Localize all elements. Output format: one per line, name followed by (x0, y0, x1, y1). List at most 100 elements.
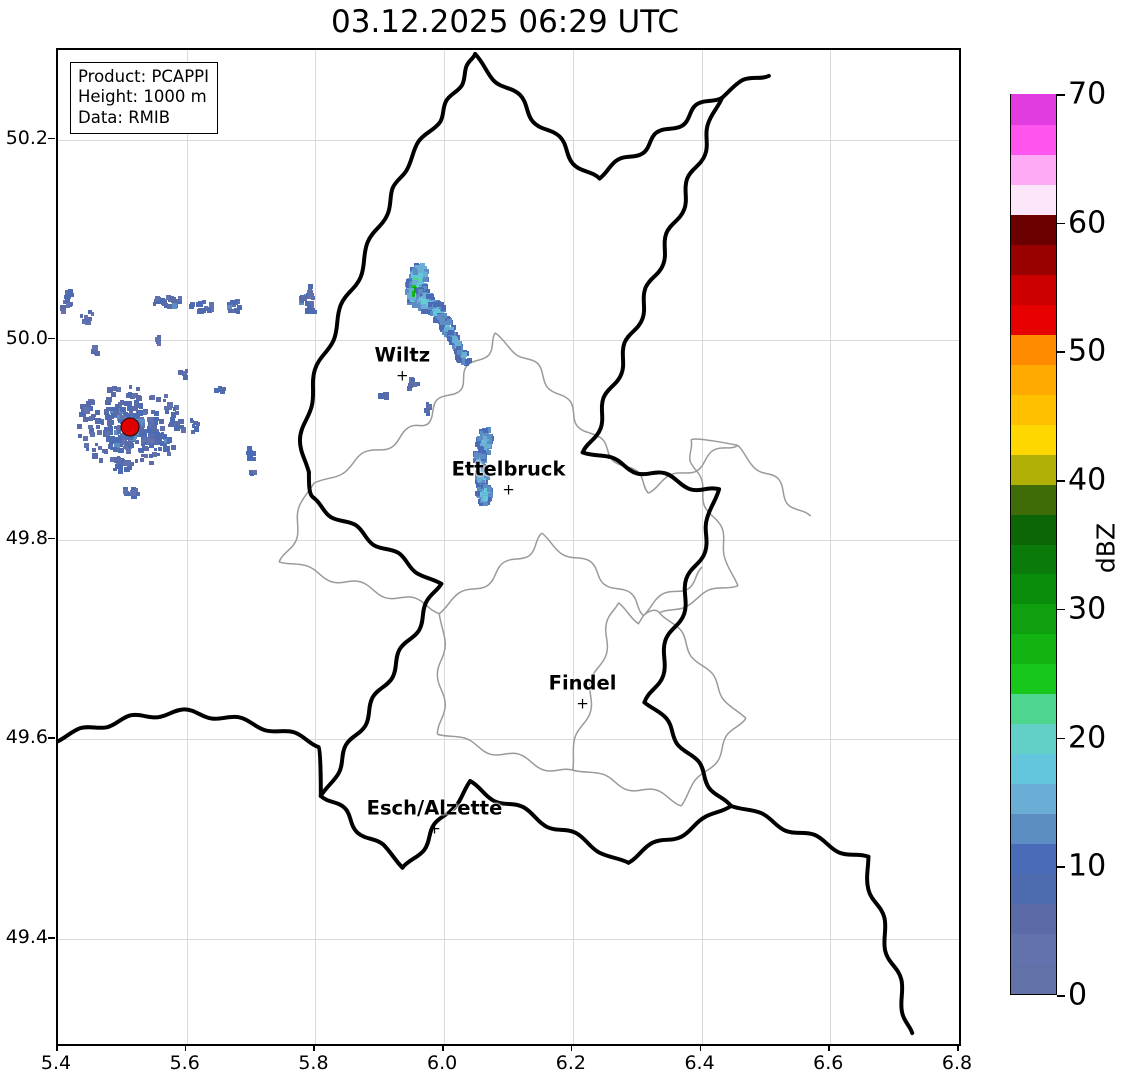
echo-cell (487, 439, 493, 445)
echo-cell (125, 447, 131, 453)
echo-cell (156, 396, 162, 402)
echo-cell (480, 463, 486, 469)
echo-cell (476, 477, 483, 483)
echo-cell (135, 386, 140, 392)
echo-cell (149, 442, 154, 447)
echo-cell (481, 445, 487, 451)
info-data: Data: RMIB (78, 107, 171, 127)
echo-cell (475, 441, 481, 447)
echo-cell (121, 439, 128, 446)
echo-cell (154, 431, 159, 436)
echo-cell (174, 420, 181, 426)
echo-cell (146, 427, 152, 433)
echo-cell (137, 447, 143, 453)
echo-cell (118, 470, 123, 475)
echo-cell (141, 419, 146, 424)
colorbar-band (1011, 543, 1056, 575)
echo-cell (84, 442, 90, 448)
gridline-horizontal (58, 339, 959, 341)
echo-cell (456, 356, 462, 362)
echo-cell (155, 417, 159, 421)
city-label-wiltz: Wiltz (374, 343, 431, 367)
echo-cell (151, 438, 157, 443)
colorbar (1010, 93, 1057, 995)
colorbar-tick-mark (1057, 866, 1065, 868)
echo-cell (118, 464, 124, 469)
echo-cell (452, 337, 458, 343)
echo-cell (474, 453, 480, 459)
echo-cell (478, 442, 484, 448)
info-product: Product: PCAPPI (78, 67, 209, 86)
echo-cell (230, 299, 235, 304)
echo-cell (486, 486, 493, 493)
echo-cell (83, 320, 87, 324)
echo-cell (413, 269, 419, 275)
city-marker-ettelbruck: + (502, 480, 515, 499)
echo-cell (449, 339, 455, 345)
x-tick-mark (828, 1044, 830, 1051)
colorbar-tick-mark (1057, 737, 1065, 740)
gridline-vertical (701, 50, 703, 1044)
colorbar-band (1011, 273, 1056, 305)
echo-cell (167, 423, 172, 428)
product-info-box: Product: PCAPPI Height: 1000 m Data: RMI… (70, 62, 218, 134)
echo-cell (252, 457, 257, 461)
echo-cell (415, 272, 422, 278)
echo-cell (108, 428, 114, 434)
echo-cell (98, 445, 102, 450)
echo-cell (144, 454, 148, 458)
colorbar-tick-label: 0 (1068, 977, 1088, 1013)
echo-cell (448, 329, 454, 335)
echo-cell (227, 304, 233, 310)
echo-cell (202, 300, 206, 305)
echo-cell (433, 317, 439, 324)
echo-cell (110, 391, 117, 398)
echo-cell (191, 430, 195, 434)
gridline-horizontal (58, 739, 959, 741)
echo-cell (176, 298, 181, 304)
echo-cell (153, 420, 158, 425)
echo-cell (440, 326, 446, 333)
colorbar-band (1011, 513, 1056, 545)
echo-cell (142, 436, 148, 443)
colorbar-tick-mark (1057, 995, 1065, 997)
echo-cell (95, 418, 100, 423)
echo-cell (134, 459, 139, 463)
echo-cell (125, 461, 131, 467)
echo-cell (106, 413, 110, 418)
echo-cell (118, 419, 122, 423)
echo-cell (408, 282, 415, 288)
colorbar-tick-label: 20 (1068, 720, 1107, 756)
y-tick-mark (48, 737, 55, 739)
echo-cell (60, 308, 66, 314)
colorbar-band (1011, 93, 1056, 125)
echo-cell (105, 397, 112, 403)
city-marker-wiltz: + (396, 366, 409, 385)
echo-cell (111, 439, 117, 445)
echo-cell (483, 484, 489, 490)
colorbar-band (1011, 813, 1056, 845)
echo-cell (89, 431, 95, 437)
echo-cell (180, 424, 185, 429)
echo-cell (128, 392, 133, 397)
y-tick-label: 50.2 (5, 126, 48, 149)
echo-cell (95, 410, 101, 416)
echo-cell (424, 289, 431, 295)
echo-cell (482, 495, 488, 502)
echo-cell (131, 393, 136, 398)
echo-cell (116, 409, 121, 414)
echo-cell (91, 349, 97, 355)
gridline-vertical (315, 50, 317, 1044)
echo-cell (161, 433, 167, 440)
echo-cell (423, 277, 429, 283)
echo-cell (156, 452, 161, 457)
echo-cell (106, 420, 113, 427)
echo-cell (134, 413, 141, 419)
echo-cell (143, 411, 148, 416)
x-tick-label: 5.4 (40, 1052, 72, 1074)
echo-cell (484, 474, 490, 480)
echo-cell (88, 415, 93, 421)
x-tick-label: 6.4 (684, 1052, 715, 1074)
echo-cell (174, 425, 180, 431)
x-tick-mark (957, 1044, 959, 1051)
